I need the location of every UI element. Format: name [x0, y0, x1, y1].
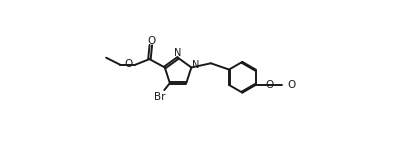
Text: N: N [174, 48, 182, 58]
Text: N: N [192, 60, 199, 70]
Text: O: O [124, 59, 133, 69]
Text: O: O [147, 36, 155, 46]
Text: O: O [288, 80, 296, 90]
Text: Br: Br [154, 92, 166, 102]
Text: O: O [266, 80, 274, 90]
